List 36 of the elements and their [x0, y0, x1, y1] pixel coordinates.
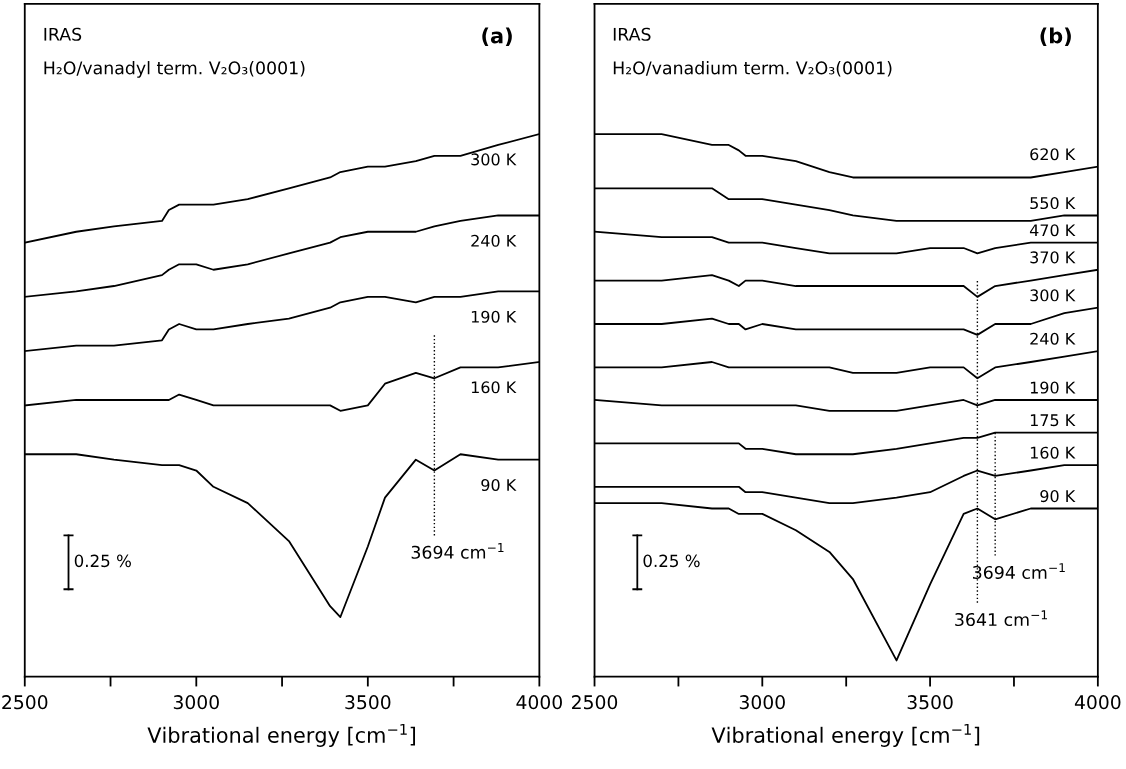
series-label: 240 K — [1030, 332, 1076, 345]
ref-line-label: 3694 cm$^{−1}$ — [973, 563, 1065, 580]
annotation: 0.25 % — [74, 554, 131, 568]
series-label: 190 K — [1030, 381, 1076, 394]
series-label: 370 K — [1030, 251, 1076, 264]
series-label: 620 K — [1030, 148, 1076, 161]
x-axis-title: Vibrational energy [cm$^{−1}$] — [147, 724, 416, 747]
series-label: 175 K — [1030, 414, 1076, 427]
x-tick-label: 4000 — [516, 695, 562, 710]
series-label: 90 K — [481, 478, 517, 492]
x-tick-label: 3500 — [345, 695, 391, 710]
x-tick-label: 2500 — [2, 695, 48, 710]
series-label: 470 K — [1029, 224, 1076, 237]
series-label: 90 K — [1040, 490, 1076, 503]
chart-title: IRAS — [613, 27, 651, 41]
x-tick-label: 3500 — [907, 695, 953, 710]
annotation: 0.25 % — [643, 554, 700, 568]
chart-title: IRAS — [44, 27, 82, 41]
series-label: 550 K — [1030, 197, 1076, 210]
series-label: 190 K — [471, 310, 517, 323]
x-axis-title: Vibrational energy [cm$^{−1}$] — [711, 724, 980, 747]
x-tick-label: 3000 — [173, 695, 219, 710]
chart-subtitle: H₂O/vanadium term. V₂O₃(0001) — [613, 61, 892, 77]
ref-line-label: 3694 cm$^{−1}$ — [411, 543, 504, 559]
ref-line-label: 3641 cm$^{−1}$ — [955, 610, 1048, 627]
series-label: 160 K — [1030, 446, 1076, 459]
x-tick-label: 4000 — [1074, 695, 1121, 710]
series-label: 300 K — [471, 153, 517, 166]
text: (b) — [1040, 27, 1071, 46]
series-label: 240 K — [471, 234, 517, 247]
chart-subtitle: H₂O/vanadyl term. V₂O₃(0001) — [44, 61, 305, 78]
text: (a) — [482, 27, 512, 46]
series-label: 300 K — [1030, 289, 1076, 302]
x-tick-label: 2500 — [572, 695, 618, 710]
series-label: 160 K — [471, 381, 517, 394]
x-tick-label: 3000 — [739, 695, 785, 710]
